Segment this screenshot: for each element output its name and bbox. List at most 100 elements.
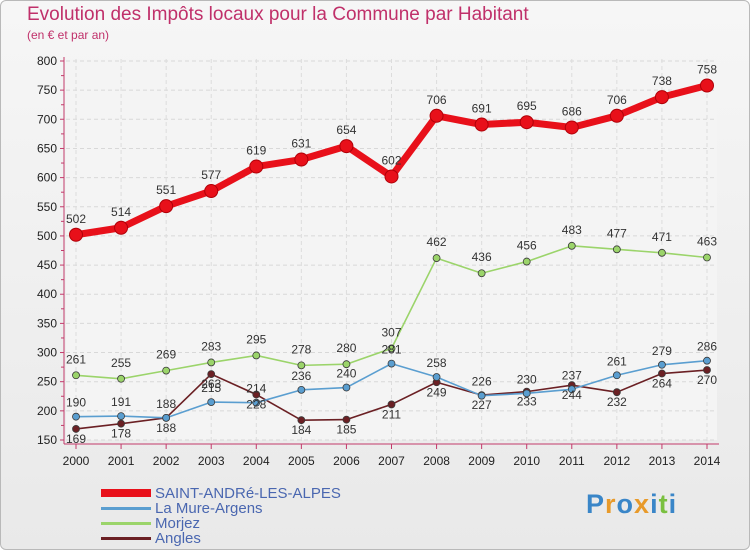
data-point [432,373,441,381]
axes: 150 200 250 300 350 400 450 500 550 600 650 700 750 8… [37,54,721,468]
data-point [387,359,396,368]
data-label: 758 [697,62,717,76]
data-point [117,412,125,420]
series-lines [69,78,714,433]
data-point [297,385,306,394]
data-label: 738 [652,74,672,88]
data-label: 255 [111,356,131,370]
y-tick-label: 200 [37,404,57,418]
y-tick-label: 800 [37,54,57,68]
data-point [297,361,306,370]
data-label: 191 [111,395,131,409]
y-tick-label: 750 [37,83,57,97]
data-label: 233 [517,395,537,409]
x-tick-label: 2001 [108,454,135,468]
x-tick-label: 2013 [649,454,676,468]
data-label: 263 [201,377,221,391]
data-point [204,184,219,199]
data-label: 190 [66,396,86,410]
x-tick-label: 2005 [288,454,315,468]
data-point [339,139,354,154]
data-point [207,370,216,379]
data-point [658,360,666,369]
data-label: 244 [562,388,582,402]
data-label: 188 [156,421,176,435]
data-point [387,344,396,353]
data-point [207,398,216,407]
legend-label: SAINT-ANDRé-LES-ALPES [155,485,341,502]
x-tick-label: 2014 [694,454,721,468]
data-label: 237 [562,368,582,382]
data-point [658,369,666,378]
data-point [703,356,711,365]
data-label: 283 [201,339,221,353]
data-label: 226 [472,375,492,389]
data-label: 169 [66,432,86,446]
x-tick-label: 2003 [198,454,225,468]
data-label: 261 [66,352,86,366]
data-point [252,398,261,407]
data-label: 228 [246,398,266,412]
data-label: 463 [697,234,717,248]
data-point [477,269,486,278]
data-point [114,220,129,235]
data-label: 456 [517,239,537,253]
data-point [249,159,264,174]
data-label: 261 [607,354,627,368]
data-label: 471 [652,230,672,244]
data-label: 281 [381,343,401,357]
data-point [522,389,531,398]
data-label: 214 [246,382,266,396]
data-point [342,383,351,392]
data-point [72,371,80,380]
data-point [162,366,171,375]
data-point [612,245,621,254]
data-point [700,78,714,93]
legend-label: Angles [155,530,201,547]
data-point [294,152,309,167]
y-tick-label: 300 [37,346,57,360]
legend-swatch [101,522,151,525]
grid-lines [66,59,717,444]
data-point [252,390,261,399]
data-label: 483 [562,223,582,237]
data-point [519,115,534,130]
x-tick-label: 2006 [333,454,360,468]
data-label: 436 [472,250,492,264]
data-label: 706 [607,93,627,107]
data-label: 278 [291,342,311,356]
data-label: 602 [381,153,401,167]
legend-label: Morjez [155,515,201,532]
data-label: 279 [652,344,672,358]
logo-letter: o [616,489,635,519]
data-label: 695 [517,99,537,113]
logo-letter: i [668,489,678,519]
data-point [162,413,171,422]
data-point [522,257,531,266]
data-point [429,108,444,123]
data-label: 264 [652,377,672,391]
data-point [609,108,624,123]
data-label: 236 [291,369,311,383]
data-label: 230 [517,372,537,386]
y-tick-label: 400 [37,287,57,301]
data-label: 178 [111,427,131,441]
data-point [564,120,579,135]
x-tick-label: 2000 [63,454,90,468]
x-tick-label: 2009 [468,454,495,468]
data-label: 258 [427,356,447,370]
data-label: 270 [697,373,717,387]
y-tick-label: 700 [37,112,57,126]
logo-letter: r [605,489,617,519]
data-point [612,388,621,397]
data-point [654,90,669,105]
data-point [159,199,174,214]
logo-letter: i [650,489,659,519]
data-label: 295 [246,332,266,346]
logo-letter: t [658,489,669,519]
data-label: 249 [427,385,447,399]
data-point [658,248,666,257]
data-point [567,241,576,250]
